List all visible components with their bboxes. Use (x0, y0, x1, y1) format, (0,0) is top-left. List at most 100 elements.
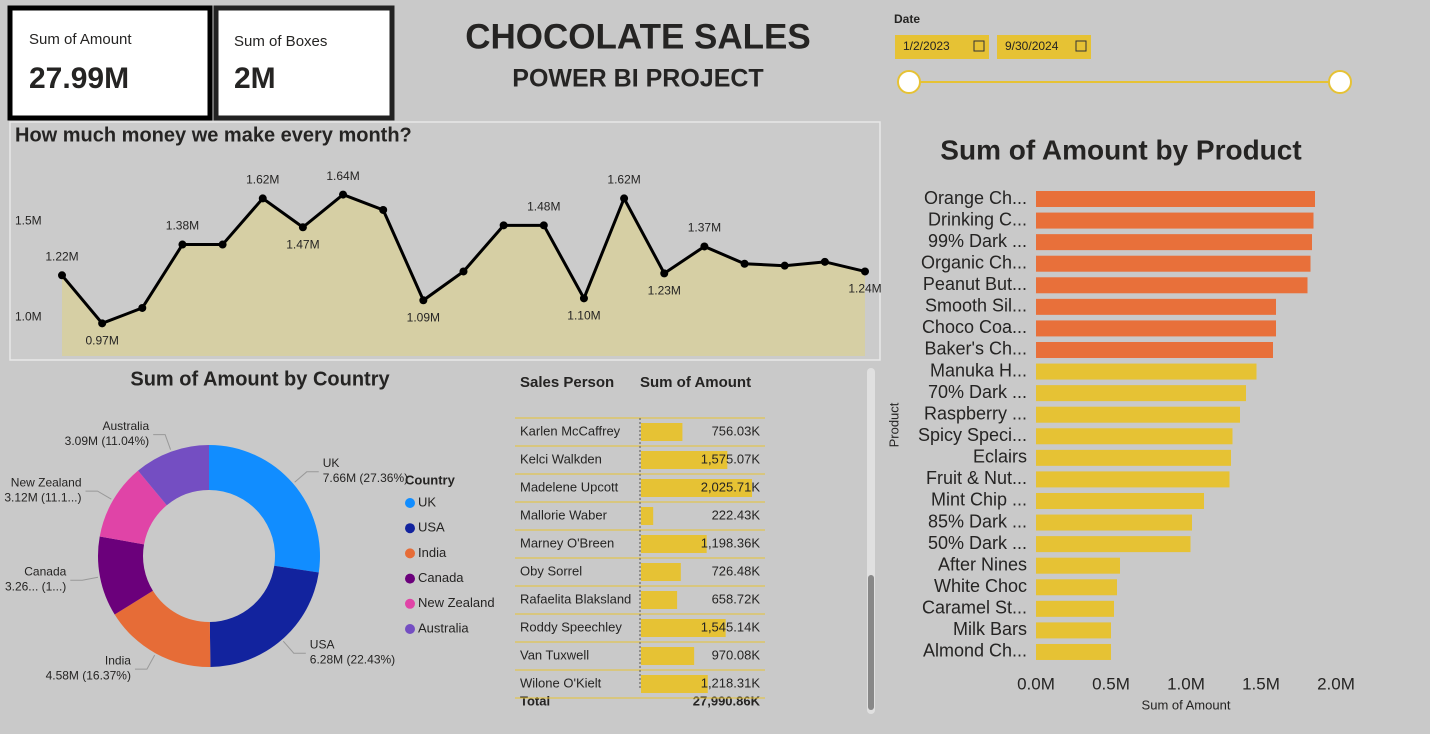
point (218, 240, 227, 249)
card-label: Sum of Boxes (234, 33, 327, 50)
data-label: 1.23M (648, 284, 681, 298)
date-start: 1/2/2023 (903, 39, 950, 53)
cell-name: Roddy Speechley (520, 619, 622, 634)
cell-value: 658.72K (712, 591, 761, 606)
bar (1036, 557, 1120, 574)
bar (1036, 298, 1276, 315)
cell-name: Madelene Upcott (520, 479, 619, 494)
bar (1036, 471, 1230, 488)
slice-label: 3.09M (11.04%) (65, 434, 150, 448)
y-tick-label: Spicy Speci... (918, 425, 1027, 445)
bar (1036, 341, 1273, 358)
y-tick-label: Drinking C... (928, 209, 1027, 229)
data-label: 1.62M (607, 173, 640, 187)
point (700, 242, 709, 251)
legend-label: New Zealand (418, 595, 495, 610)
calendar-icon (973, 40, 985, 52)
point (98, 319, 107, 328)
bar (1036, 514, 1192, 531)
data-bar (641, 591, 678, 609)
slider-handle[interactable] (1328, 70, 1352, 94)
data-label: 1.37M (688, 221, 721, 235)
point (660, 269, 669, 278)
total-value: 27,990.86K (693, 693, 761, 708)
cell-name: Wilone O'Kielt (520, 675, 602, 690)
slice-category: Canada (24, 564, 66, 578)
y-tick-label: Baker's Ch... (925, 339, 1027, 359)
slice-category: India (105, 653, 131, 667)
date-input[interactable] (997, 35, 1091, 59)
cell-name: Oby Sorrel (520, 563, 582, 578)
y-tick-label: Manuka H... (930, 360, 1027, 380)
slice-label: 4.58M (16.37%) (46, 668, 131, 682)
data-label: 1.24M (848, 282, 881, 296)
slice-label: 3.26... (1...) (5, 579, 66, 593)
legend-label: Australia (418, 620, 469, 635)
card-label: Sum of Amount (29, 31, 132, 48)
card-value: 27.99M (29, 62, 129, 95)
cell-name: Kelci Walkden (520, 451, 602, 466)
x-tick-label: 1.0M (1167, 674, 1205, 693)
y-tick-label: 99% Dark ... (928, 231, 1027, 251)
y-tick-label: After Nines (938, 554, 1027, 574)
point (138, 303, 147, 312)
point (620, 194, 629, 203)
y-tick-label: Organic Ch... (921, 252, 1027, 272)
point (258, 194, 267, 203)
y-tick-label: 70% Dark ... (928, 382, 1027, 402)
point (740, 259, 749, 268)
bar (1036, 536, 1191, 553)
point (379, 205, 388, 214)
data-bar (641, 647, 695, 665)
point (820, 257, 829, 266)
y-tick-label: White Choc (934, 576, 1027, 596)
cell-value: 756.03K (712, 423, 761, 438)
cell-value: 1,198.36K (701, 535, 761, 550)
data-label: 1.64M (326, 169, 359, 183)
bar (1036, 622, 1111, 639)
total-label: Total (520, 693, 550, 708)
cell-value: 1,218.31K (701, 675, 761, 690)
data-label: 1.38M (166, 219, 199, 233)
scroll-thumb[interactable] (868, 575, 874, 710)
chart-title: How much money we make every month? (15, 124, 412, 146)
calendar-icon (1075, 40, 1087, 52)
cell-value: 1,575.07K (701, 451, 761, 466)
donut-slice (209, 565, 319, 667)
cell-name: Marney O'Breen (520, 535, 614, 550)
cell-name: Rafaelita Blaksland (520, 591, 631, 606)
donut-slice (209, 445, 320, 573)
point (780, 261, 789, 270)
chart-title: Sum of Amount by Country (130, 368, 390, 390)
page-title: CHOCOLATE SALES (465, 17, 810, 56)
bar (1036, 234, 1312, 251)
point (459, 267, 468, 276)
bar (1036, 320, 1276, 337)
legend-label: UK (418, 494, 436, 509)
slice-category: Australia (102, 419, 149, 433)
bar (1036, 600, 1114, 617)
y-tick-label: Fruit & Nut... (926, 468, 1027, 488)
legend-label: India (418, 545, 447, 560)
card (7, 5, 213, 121)
slice-label: 6.28M (22.43%) (310, 652, 395, 666)
slice-label: 7.66M (27.36%) (323, 471, 408, 485)
x-axis-title: Sum of Amount (1142, 697, 1231, 712)
legend-title: Country (405, 472, 456, 487)
date-input[interactable] (895, 35, 989, 59)
column-header: Sales Person (520, 374, 614, 391)
leader-line (294, 471, 319, 483)
data-bar (641, 451, 728, 469)
bar (1036, 428, 1233, 445)
data-bar (641, 507, 654, 525)
data-label: 1.22M (45, 249, 78, 263)
slice-category: USA (310, 637, 335, 651)
bar (1036, 212, 1314, 229)
leader-line (282, 640, 306, 654)
bar (1036, 191, 1315, 207)
column-header: Sum of Amount (640, 374, 751, 391)
slider-handle[interactable] (897, 70, 921, 94)
point (419, 296, 428, 305)
